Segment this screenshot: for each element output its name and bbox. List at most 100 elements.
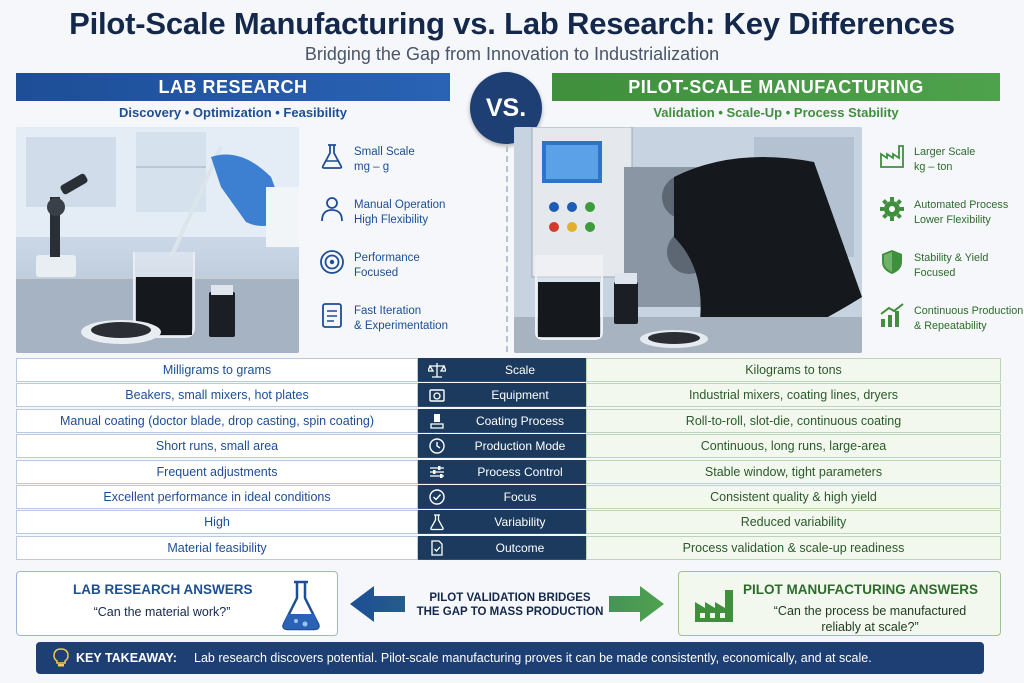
table-row: Material feasibility Outcome Process val… — [16, 535, 1001, 561]
feature-detail: High Flexibility — [354, 214, 429, 226]
table-row: Excellent performance in ideal condition… — [16, 484, 1001, 510]
pilot-cell: Reduced variability — [586, 510, 1001, 535]
pilot-answer-heading: PILOT MANUFACTURING ANSWERS — [743, 582, 978, 597]
factory-icon — [695, 590, 733, 622]
pilot-feature-item: Continuous Production & Repeatability — [878, 299, 1024, 352]
lab-research-photo — [16, 127, 299, 353]
feature-detail: & Repeatability — [914, 320, 987, 332]
feature-detail: kg – ton — [914, 161, 953, 173]
equipment-icon — [429, 389, 445, 403]
pilot-feature-item: Larger Scale kg – ton — [878, 140, 1024, 193]
feature-title: Performance — [354, 252, 420, 264]
bridge-line-2: THE GAP TO MASS PRODUCTION — [416, 606, 604, 618]
lab-answer-question: “Can the material work?” — [93, 605, 231, 619]
category-label: Coating Process — [475, 413, 565, 428]
pilot-cell: Stable window, tight parameters — [586, 459, 1001, 484]
lab-feature-item: Performance Focused — [318, 246, 468, 299]
category-label: Production Mode — [474, 439, 566, 454]
pilot-cell: Process validation & scale-up readiness — [586, 535, 1001, 560]
pilot-manufacturing-photo — [514, 127, 862, 353]
feature-title: Stability & Yield — [914, 252, 989, 264]
lab-cell: Beakers, small mixers, hot plates — [16, 383, 418, 408]
table-row: Milligrams to grams Scale Kilograms to t… — [16, 358, 1001, 383]
checklist-icon — [322, 303, 342, 328]
vs-badge: VS. — [470, 72, 542, 144]
category-cell: Scale — [418, 358, 586, 382]
category-cell: Coating Process — [418, 408, 586, 433]
table-row: Frequent adjustments Process Control Sta… — [16, 459, 1001, 485]
pilot-feature-item: Stability & Yield Focused — [878, 246, 1024, 299]
lightbulb-icon — [53, 648, 69, 667]
pilot-question-line-2: reliably at scale?” — [821, 620, 919, 634]
bridge-line-1: PILOT VALIDATION BRIDGES — [429, 592, 591, 604]
page-title: Pilot-Scale Manufacturing vs. Lab Resear… — [69, 6, 955, 41]
flask-icon — [430, 514, 444, 531]
factory-icon — [880, 145, 904, 168]
pilot-cell: Industrial mixers, coating lines, dryers — [586, 383, 1001, 408]
lab-feature-item: Manual Operation High Flexibility — [318, 193, 468, 246]
lab-tagline: Discovery • Optimization • Feasibility — [119, 105, 347, 120]
bridge-arrow-icon — [350, 586, 664, 622]
lab-feature-item: Small Scale mg – g — [318, 140, 468, 193]
category-label: Focus — [503, 489, 537, 504]
comparison-table: Milligrams to grams Scale Kilograms to t… — [16, 358, 1001, 561]
pilot-cell: Roll-to-roll, slot-die, continuous coati… — [586, 408, 1001, 433]
table-row: Beakers, small mixers, hot plates Equipm… — [16, 383, 1001, 408]
category-cell: Variability — [418, 510, 586, 535]
category-label: Equipment — [491, 388, 549, 403]
target-icon — [320, 250, 344, 274]
feature-detail: Focused — [914, 267, 956, 279]
takeaway-text: Lab research discovers potential. Pilot-… — [194, 651, 872, 665]
page-subtitle: Bridging the Gap from Innovation to Indu… — [304, 44, 720, 64]
category-cell: Production Mode — [418, 434, 586, 459]
table-row: Manual coating (doctor blade, drop casti… — [16, 408, 1001, 434]
flask-icon — [282, 580, 320, 631]
scale-icon — [428, 363, 446, 378]
feature-title: Small Scale — [354, 146, 415, 158]
lab-feature-list: Small Scale mg – g Manual Operation High… — [318, 140, 468, 352]
category-cell: Equipment — [418, 383, 586, 408]
pilot-tagline: Validation • Scale-Up • Process Stabilit… — [653, 105, 899, 120]
feature-title: Larger Scale — [914, 146, 976, 158]
category-cell: Focus — [418, 484, 586, 509]
feature-detail: & Experimentation — [354, 320, 448, 332]
lab-cell: Milligrams to grams — [16, 358, 418, 382]
feature-detail: mg – g — [354, 161, 390, 173]
table-row: High Variability Reduced variability — [16, 510, 1001, 535]
section-divider — [506, 146, 508, 352]
check-circle-icon — [429, 489, 445, 505]
category-label: Variability — [494, 515, 546, 530]
lab-answer-heading: LAB RESEARCH ANSWERS — [73, 582, 253, 597]
pilot-feature-item: Automated Process Lower Flexibility — [878, 193, 1024, 246]
category-label: Outcome — [495, 540, 545, 555]
lab-cell: Manual coating (doctor blade, drop casti… — [16, 408, 418, 433]
feature-title: Continuous Production — [914, 305, 1024, 317]
table-row: Short runs, small area Production Mode C… — [16, 434, 1001, 459]
lab-cell: Excellent performance in ideal condition… — [16, 484, 418, 509]
pilot-question-line-1: “Can the process be manufactured — [773, 604, 967, 618]
category-label: Process Control — [477, 464, 563, 479]
lab-research-banner: LAB RESEARCH — [16, 73, 450, 101]
pilot-cell: Kilograms to tons — [586, 358, 1001, 382]
pilot-cell: Continuous, long runs, large-area — [586, 434, 1001, 459]
document-check-icon — [431, 540, 443, 556]
growth-chart-icon — [880, 303, 904, 327]
category-cell: Outcome — [418, 535, 586, 560]
shield-check-icon — [882, 250, 902, 274]
feature-detail: Lower Flexibility — [914, 214, 991, 226]
lab-feature-item: Fast Iteration & Experimentation — [318, 299, 468, 352]
takeaway-label: KEY TAKEAWAY: — [76, 651, 177, 665]
key-takeaway-bar: KEY TAKEAWAY: Lab research discovers pot… — [36, 642, 984, 674]
lab-cell: Material feasibility — [16, 535, 418, 560]
feature-title: Fast Iteration — [354, 305, 422, 317]
coating-icon — [430, 413, 444, 429]
pilot-cell: Consistent quality & high yield — [586, 484, 1001, 509]
lab-cell: Short runs, small area — [16, 434, 418, 459]
gear-icon — [880, 197, 904, 221]
lab-answer-box: LAB RESEARCH ANSWERS “Can the material w… — [16, 571, 338, 636]
pilot-feature-list: Larger Scale kg – ton Automated Process … — [878, 140, 1024, 352]
feature-title: Automated Process — [914, 199, 1009, 211]
feature-detail: Focused — [354, 267, 399, 279]
lab-cell: High — [16, 510, 418, 535]
pilot-answer-question: “Can the process be manufactured reliabl… — [739, 603, 1001, 635]
